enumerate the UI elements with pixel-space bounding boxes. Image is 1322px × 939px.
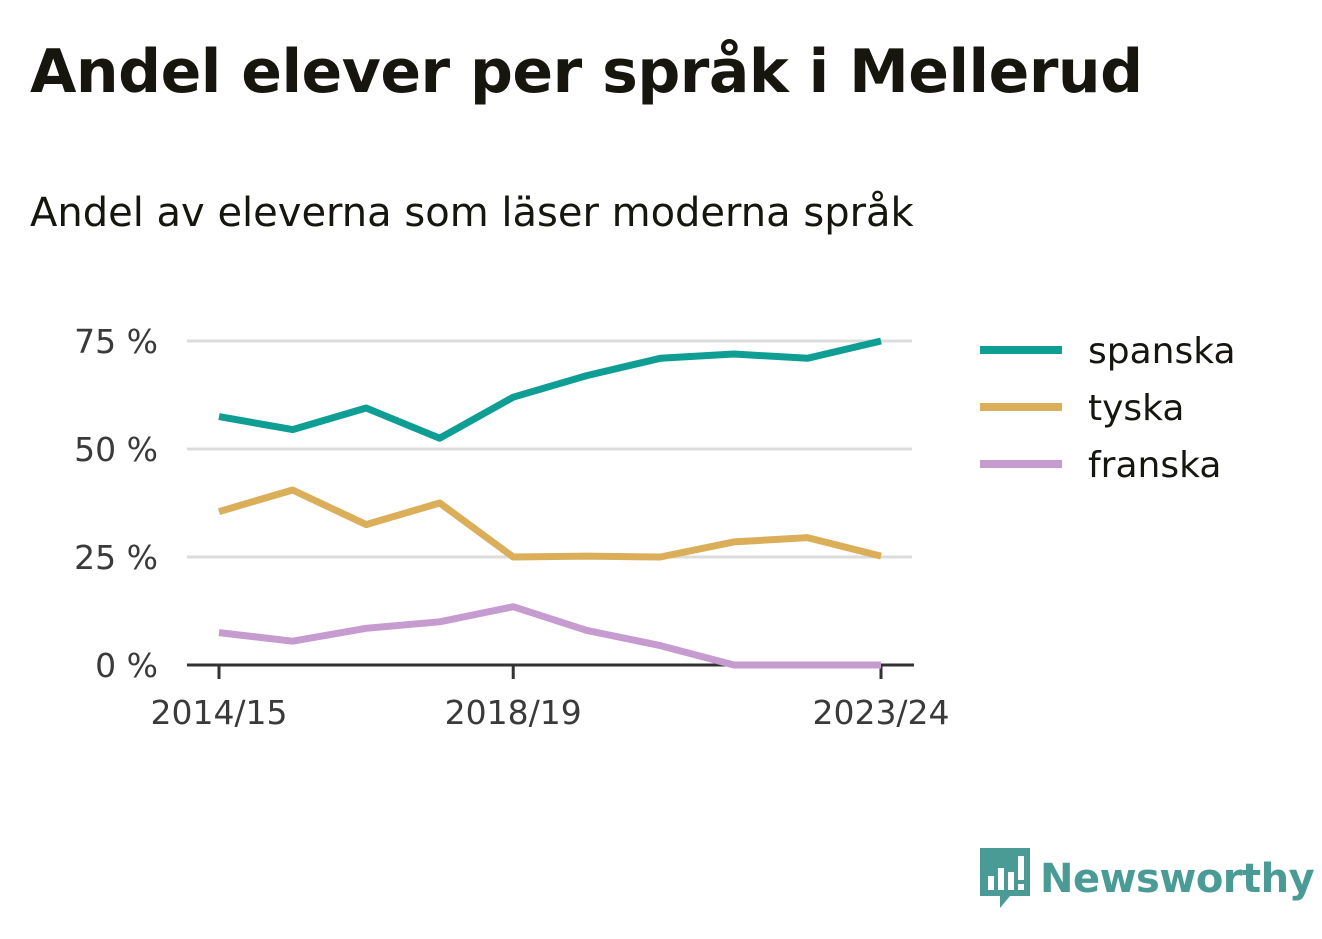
legend-label-spanska: spanska — [1088, 331, 1236, 372]
grid-lines — [187, 339, 912, 559]
y-tick-label: 50 % — [74, 430, 158, 469]
legend-label-franska: franska — [1088, 445, 1221, 486]
legend-label-tyska: tyska — [1088, 388, 1184, 429]
y-tick-label: 25 % — [74, 538, 158, 577]
legend: spanska tyska franska — [980, 331, 1236, 486]
brand-name: Newsworthy — [1040, 856, 1315, 902]
series-line-franska — [218, 603, 881, 669]
x-tick-label: 2023/24 — [812, 693, 949, 732]
chart-title: Andel elever per språk i Mellerud — [30, 37, 1143, 107]
y-tick-label: 0 % — [95, 646, 158, 685]
series-lines — [218, 337, 882, 669]
x-tick-label: 2018/19 — [445, 693, 582, 732]
x-tick-label: 2014/15 — [150, 693, 287, 732]
y-tick-label: 75 % — [74, 322, 158, 361]
chart-subtitle: Andel av eleverna som läser moderna språ… — [30, 190, 914, 236]
brand-logo[interactable]: Newsworthy — [980, 848, 1315, 910]
newsworthy-logo-icon — [980, 848, 1030, 908]
axes: 0 % 25 % 50 % 75 % 2014/15 2018/19 2023/24 — [74, 322, 949, 732]
series-line-spanska — [218, 337, 882, 442]
series-line-tyska — [218, 486, 882, 561]
